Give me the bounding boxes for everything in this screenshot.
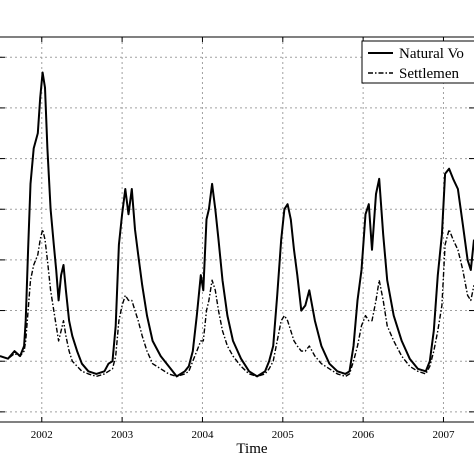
legend-box	[361, 40, 474, 84]
legend: Natural Vo Settlemen	[361, 40, 474, 84]
legend-label-settlement: Settlemen	[399, 66, 459, 82]
x-tick-label: 2006	[352, 429, 375, 441]
x-tick-label: 2005	[272, 429, 295, 441]
x-tick-label: 2004	[191, 429, 214, 441]
x-tick-label: 2007	[432, 429, 455, 441]
grid-lines	[0, 37, 474, 422]
plot-frame	[0, 36, 474, 423]
series-line-settlement	[0, 228, 474, 378]
x-tick-label: 2003	[111, 429, 134, 441]
legend-label-natural: Natural Vo	[399, 46, 464, 62]
x-axis-ticks: 2002 2003 2004 2005 2006 2007	[0, 37, 474, 441]
series-lines	[0, 71, 474, 378]
x-tick-label: 2002	[31, 429, 53, 441]
x-axis-label: Time	[236, 441, 267, 457]
series-line-natural	[0, 71, 474, 378]
